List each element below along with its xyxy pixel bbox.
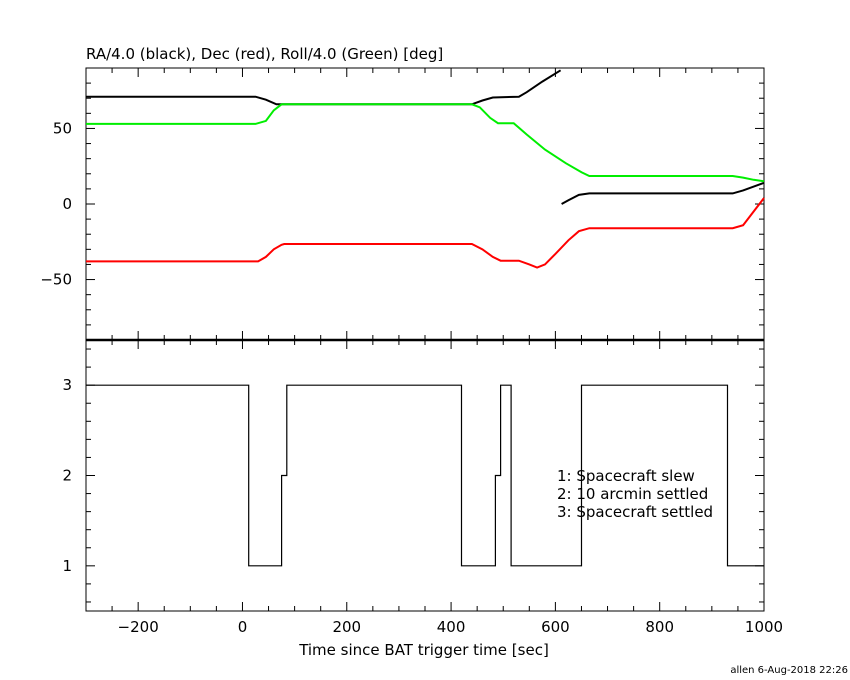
y-tick-label: 50 — [53, 119, 72, 137]
y-tick-label: 3 — [62, 376, 72, 394]
x-tick-label: 600 — [541, 618, 570, 636]
roll-series-line — [86, 103, 765, 183]
y-tick-label: 1 — [62, 557, 72, 575]
x-tick-label: 200 — [332, 618, 361, 636]
legend-line-3: 3: Spacecraft settled — [557, 503, 713, 521]
x-axis-label: Time since BAT trigger time [sec] — [298, 641, 549, 659]
ra-series-line — [561, 181, 765, 205]
x-tick-label: 0 — [238, 618, 248, 636]
y-tick-label: −50 — [40, 271, 72, 289]
x-tick-label: −200 — [118, 618, 159, 636]
top-plot-frame — [85, 67, 765, 341]
ra-series-line — [86, 69, 562, 106]
dec-series-line — [86, 197, 765, 269]
top-chart-title: RA/4.0 (black), Dec (red), Roll/4.0 (Gre… — [86, 45, 443, 63]
footer-timestamp: allen 6-Aug-2018 22:26 — [730, 665, 848, 676]
legend-line-2: 2: 10 arcmin settled — [557, 485, 708, 503]
x-tick-label: 400 — [437, 618, 466, 636]
x-tick-label: 1000 — [745, 618, 783, 636]
bottom-panel: −200 0 200 400 600 800 1000 1 2 3 — [62, 68, 783, 636]
y-tick-label: 2 — [62, 467, 72, 485]
top-panel: 50 0 −50 — [40, 67, 765, 342]
legend-line-1: 1: Spacecraft slew — [557, 467, 695, 485]
x-tick-label: 800 — [645, 618, 674, 636]
settle-status-line — [86, 384, 764, 567]
y-tick-label: 0 — [62, 195, 72, 213]
